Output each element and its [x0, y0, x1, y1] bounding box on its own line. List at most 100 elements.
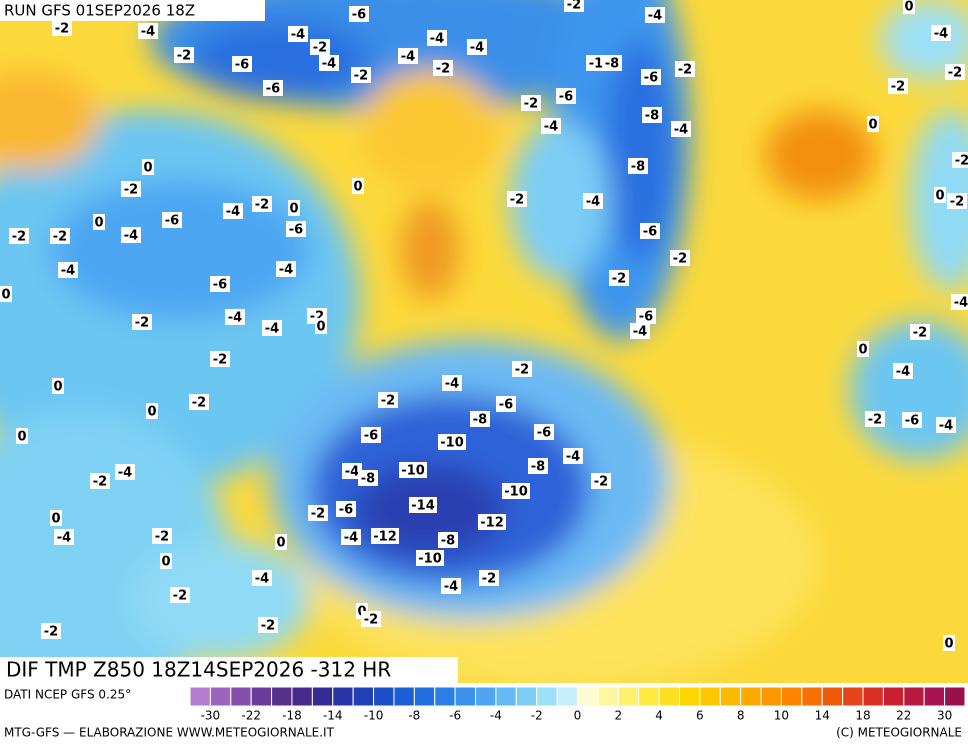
contour-label-box: [433, 60, 453, 76]
contour-label: -4: [322, 57, 336, 72]
contour-label-box: [931, 25, 951, 41]
colorbar-swatch: [617, 686, 640, 707]
contour-label: 0: [276, 536, 285, 551]
contour-label: -4: [265, 322, 279, 337]
contour-label-box: [288, 200, 300, 216]
contour-label: -2: [311, 507, 325, 522]
contour-label: -4: [896, 365, 910, 380]
contour-label: 0: [904, 0, 913, 15]
contour-label: -6: [364, 429, 378, 444]
contour-label-box: [258, 617, 278, 633]
contour-label-box: [286, 221, 306, 237]
contour-label: 0: [17, 430, 26, 445]
contour-label-box: [564, 0, 584, 12]
contour-label-box: [528, 458, 548, 474]
contour-label: -4: [401, 50, 415, 65]
run-box: [0, 0, 265, 21]
contour-label: 0: [353, 180, 362, 195]
contour-label: -2: [12, 230, 26, 245]
contour-label-box: [583, 193, 603, 209]
colorbar-swatch: [413, 686, 436, 707]
contour-label-box: [670, 250, 690, 266]
contour-label: -4: [228, 311, 242, 326]
contour-label: -10: [504, 485, 528, 500]
colorbar-swatch: [515, 686, 538, 707]
contour-label-box: [276, 261, 296, 277]
contour-label: -6: [639, 310, 653, 325]
contour-label: 0: [143, 161, 152, 176]
colorbar-swatch: [597, 686, 619, 707]
colorbar-swatch: [944, 686, 966, 707]
contour-label: -6: [643, 225, 657, 240]
copyright-label: (C) METEOGIORNALE: [836, 726, 962, 740]
contour-label-box: [50, 228, 70, 244]
contour-label-box: [502, 483, 530, 499]
contour-label-box: [358, 470, 378, 486]
contour-label: -2: [436, 62, 450, 77]
contour-label: 0: [289, 202, 298, 217]
contour-label-box: [442, 375, 462, 391]
contour-label-box: [160, 553, 172, 569]
contour-label-box: [628, 158, 648, 174]
colorbar-swatch: [923, 686, 946, 707]
colorbar-swatch: [393, 686, 415, 707]
contour-label: -2: [261, 619, 275, 634]
contour-label: -4: [344, 531, 358, 546]
colorbar-label: -4: [490, 709, 502, 723]
colorbar-label: 22: [896, 709, 911, 723]
colorbar-label: 14: [815, 709, 830, 723]
contour-label-box: [467, 39, 487, 55]
contour-label: -4: [934, 27, 948, 42]
contour-label: 0: [147, 405, 156, 420]
contour-label-box: [378, 392, 398, 408]
contour-label-box: [308, 505, 328, 521]
colorbar-label: -14: [323, 709, 343, 723]
contour-label: -4: [61, 264, 75, 279]
colorbar-label: 18: [855, 709, 870, 723]
contour-label-box: [865, 411, 885, 427]
contour-label: -4: [954, 296, 968, 311]
colorbar-label: -6: [449, 709, 461, 723]
contour-label-box: [671, 121, 691, 137]
contour-label: -2: [891, 80, 905, 95]
contour-label-box: [640, 223, 660, 239]
contour-label-box: [602, 55, 622, 71]
contour-label-box: [121, 227, 141, 243]
contour-label: -6: [165, 214, 179, 229]
contour-label-box: [225, 309, 245, 325]
contour-label-box: [867, 116, 879, 132]
colorbar-swatch: [842, 686, 864, 707]
contour-label-box: [441, 578, 461, 594]
contour-label-box: [352, 178, 364, 194]
contour-label: 0: [868, 118, 877, 133]
contour-label: -4: [430, 32, 444, 47]
contour-label: -2: [913, 326, 927, 341]
map-title: DIF TMP Z850 18Z14SEP2026 -312 HR: [6, 658, 391, 682]
contour-label-box: [288, 26, 308, 42]
contour-label: -8: [361, 472, 375, 487]
contour-label-box: [936, 417, 956, 433]
contour-label: -2: [213, 353, 227, 368]
contour-label-box: [342, 463, 362, 479]
contour-label-box: [642, 107, 662, 123]
contour-label-box: [438, 532, 458, 548]
contour-label-box: [399, 462, 427, 478]
colorbar-swatch: [821, 686, 844, 707]
contour-label-box: [275, 534, 287, 550]
contour-label: -4: [124, 229, 138, 244]
colorbar-label: -8: [408, 709, 420, 723]
colorbar-label: 4: [655, 709, 663, 723]
contour-label-box: [675, 61, 695, 77]
contour-label-box: [138, 23, 158, 39]
contour-label-box: [952, 152, 968, 168]
contour-label-box: [409, 497, 437, 513]
contour-label-box: [479, 570, 499, 586]
colorbar-label: 8: [737, 709, 745, 723]
contour-label-box: [315, 318, 327, 334]
colorbar-swatch: [903, 686, 925, 707]
colorbar-label: 6: [696, 709, 704, 723]
contour-label: -4: [279, 263, 293, 278]
colorbar-swatch: [230, 686, 252, 707]
colorbar-swatch: [577, 686, 599, 707]
